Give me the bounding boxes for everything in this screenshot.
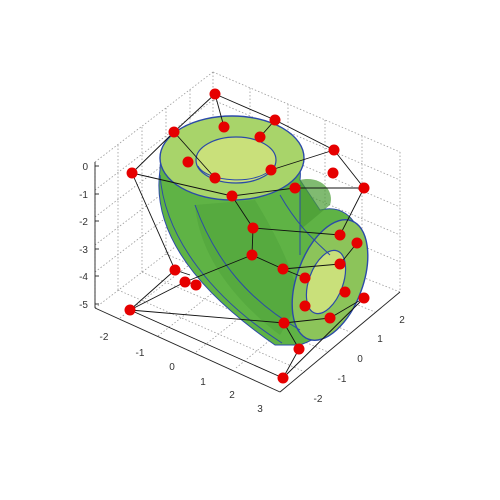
x-tick-label: -1 — [136, 348, 145, 359]
z-axis: 0 -1 -2 -3 -4 -5 — [79, 162, 99, 311]
control-point — [269, 114, 281, 126]
control-point — [293, 343, 305, 355]
control-point — [351, 237, 363, 249]
y-tick-label: -2 — [314, 394, 323, 405]
control-point — [254, 131, 266, 143]
axis-lines — [94, 162, 401, 393]
control-point — [339, 286, 351, 298]
control-point — [289, 182, 301, 194]
control-point — [247, 222, 259, 234]
z-tick-label: 0 — [82, 162, 88, 173]
z-tick-label: -4 — [79, 272, 88, 283]
z-tick-label: -2 — [79, 217, 88, 228]
control-point — [124, 304, 136, 316]
control-net — [129, 93, 365, 379]
x-tick-label: 3 — [257, 404, 263, 415]
control-point — [358, 292, 370, 304]
control-point — [278, 317, 290, 329]
control-point — [334, 229, 346, 241]
control-point — [265, 164, 277, 176]
x-axis: -2 -1 0 1 2 3 — [100, 332, 264, 415]
y-tick-label: 0 — [357, 354, 363, 365]
z-tick-label: -3 — [79, 245, 88, 256]
x-tick-label: 2 — [229, 390, 235, 401]
control-point — [334, 258, 346, 270]
top-annulus-face — [159, 115, 305, 201]
control-point — [182, 156, 194, 168]
control-point — [328, 144, 340, 156]
control-point — [209, 88, 221, 100]
control-point — [299, 272, 311, 284]
y-tick-label: 1 — [377, 334, 383, 345]
control-point — [226, 190, 238, 202]
control-point — [358, 182, 370, 194]
x-tick-label: 0 — [169, 362, 175, 373]
y-tick-label: 2 — [399, 315, 405, 326]
control-point — [324, 312, 336, 324]
control-point — [169, 264, 181, 276]
y-axis: -2 -1 0 1 2 — [314, 315, 406, 405]
control-point — [277, 263, 289, 275]
x-tick-label: -2 — [100, 332, 109, 343]
control-point — [126, 167, 138, 179]
control-point — [209, 172, 221, 184]
control-point — [246, 249, 258, 261]
x-tick-label: 1 — [200, 377, 206, 388]
z-tick-label: -1 — [79, 190, 88, 201]
control-point — [299, 300, 311, 312]
y-tick-label: -1 — [338, 374, 347, 385]
control-points — [124, 88, 370, 384]
control-point — [327, 167, 339, 179]
z-tick-label: -5 — [79, 300, 88, 311]
control-point — [168, 126, 180, 138]
control-point — [190, 279, 202, 291]
control-point — [218, 121, 230, 133]
control-point — [277, 372, 289, 384]
control-point — [179, 276, 191, 288]
